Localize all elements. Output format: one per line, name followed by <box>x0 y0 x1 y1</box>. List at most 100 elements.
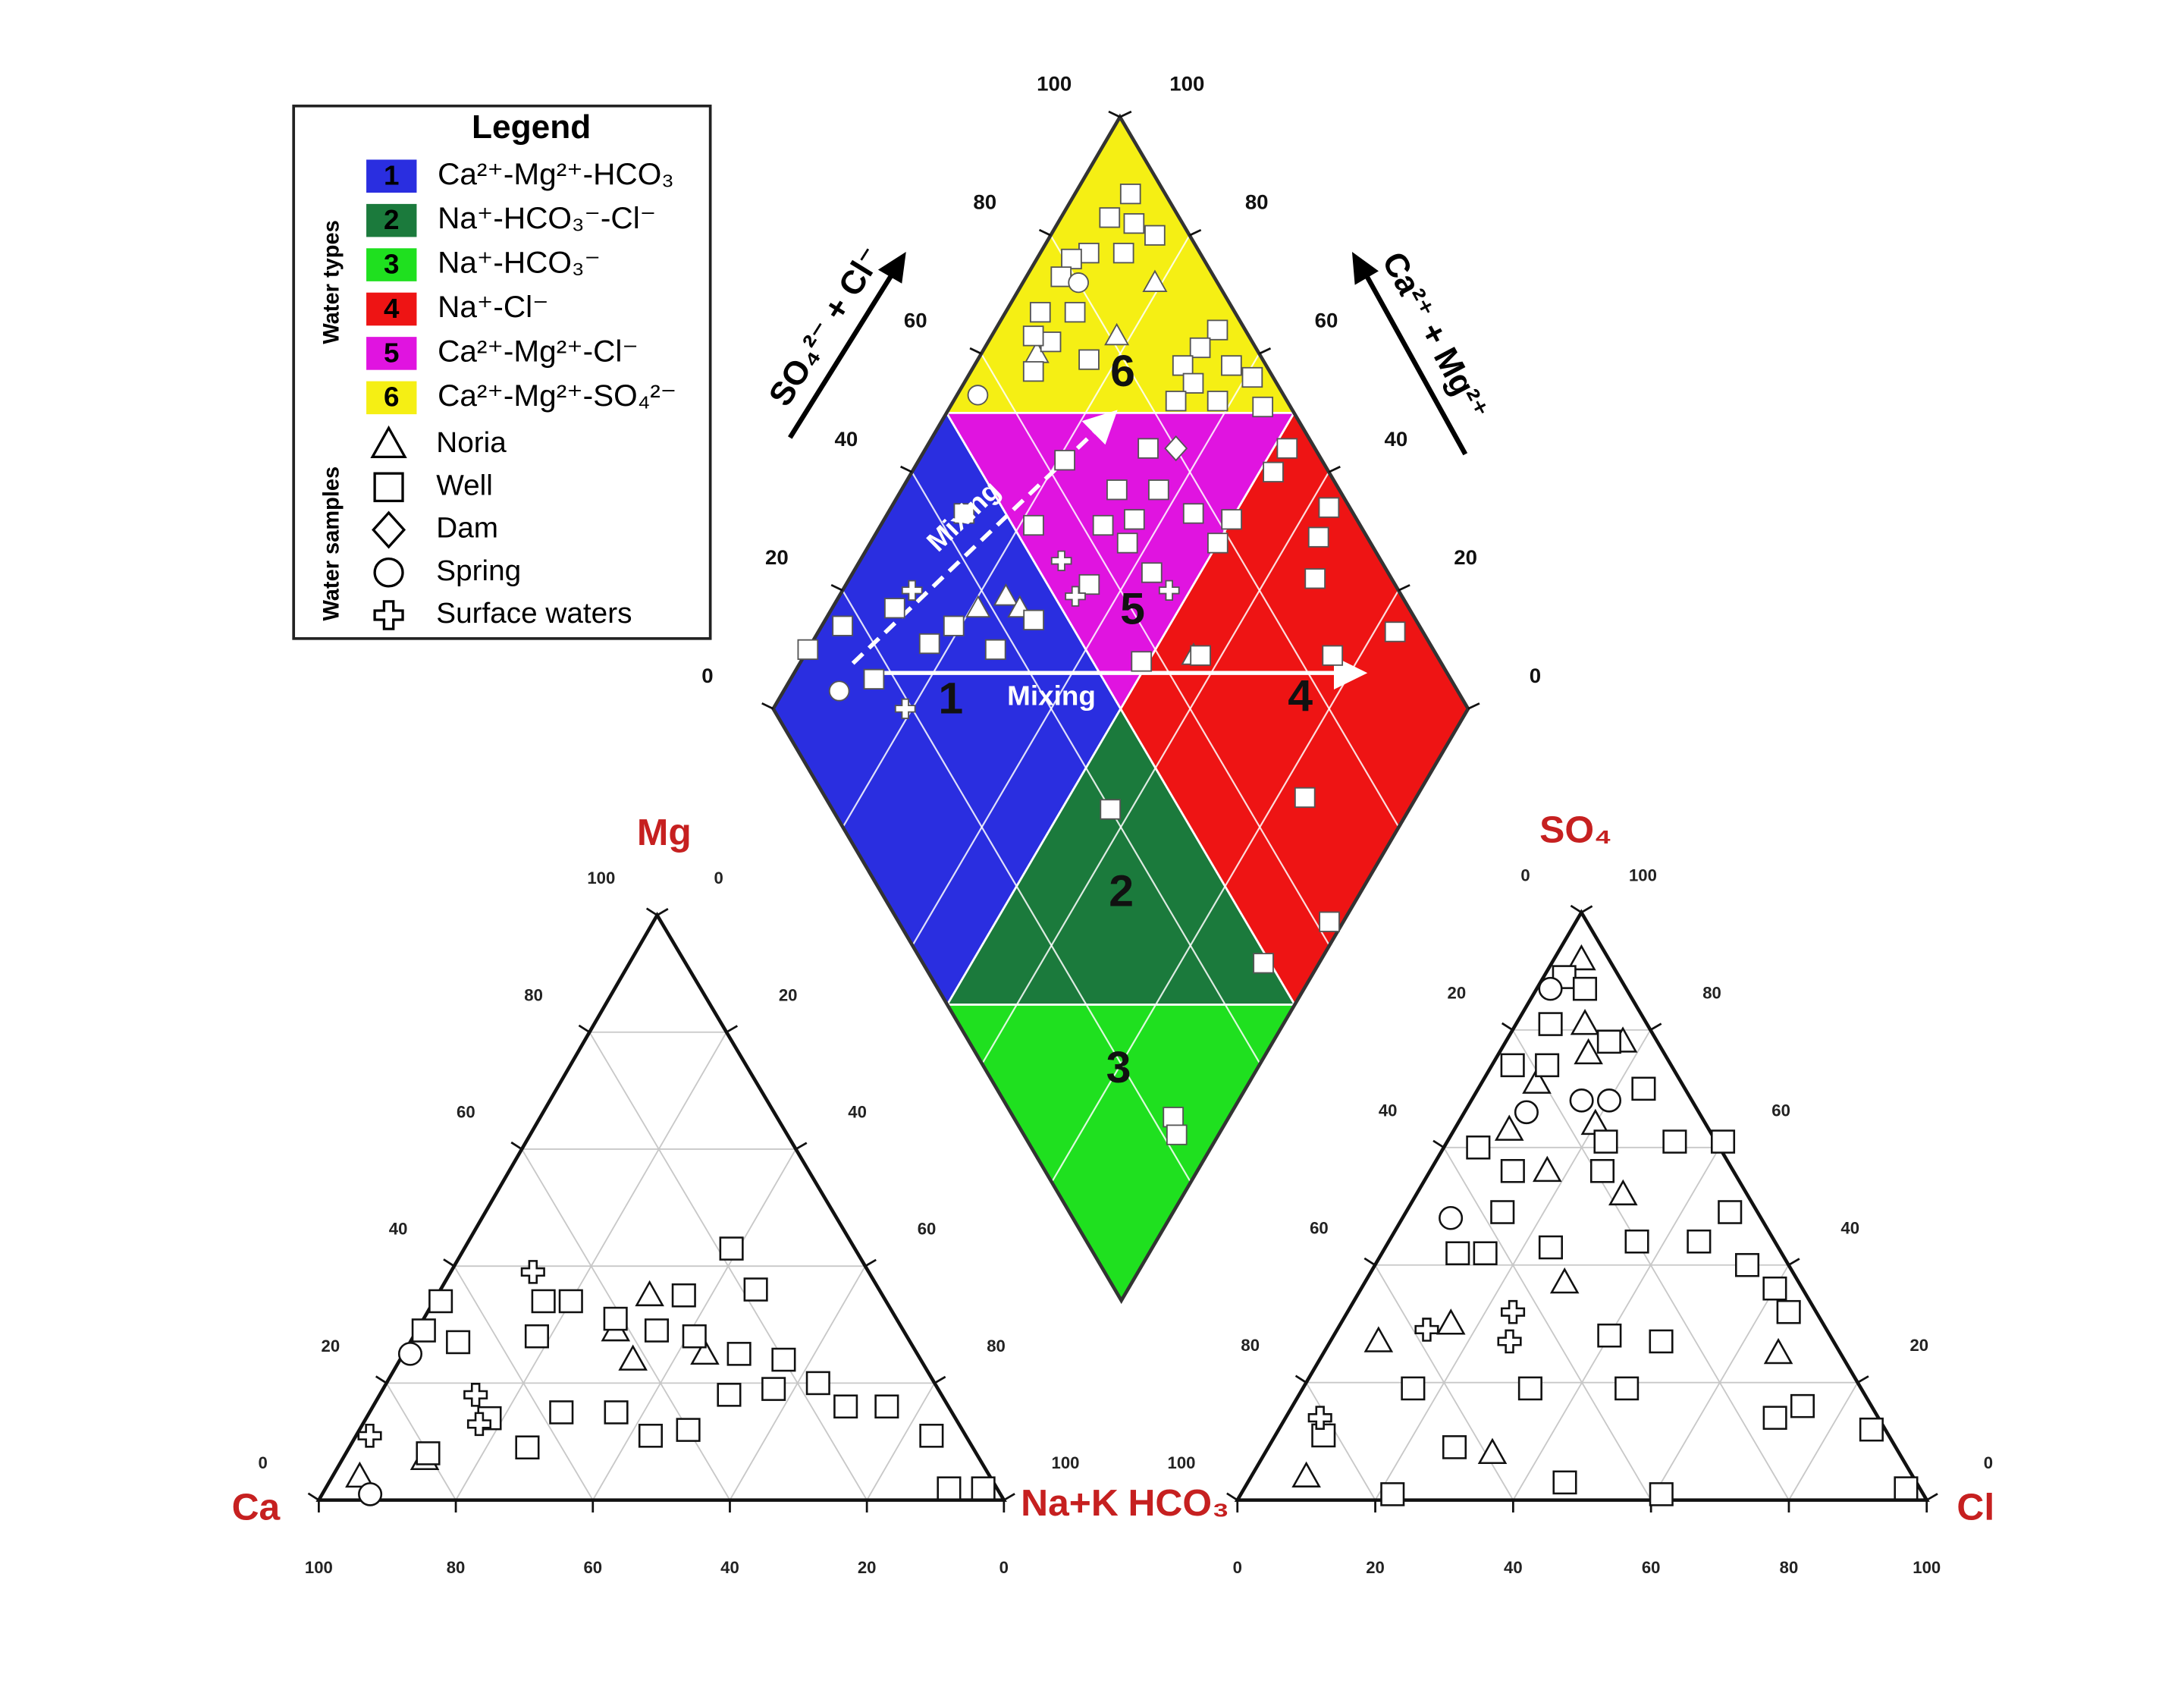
tick-label: 20 <box>1366 1558 1385 1577</box>
legend-number: 2 <box>384 204 400 235</box>
anion-point <box>1514 1100 1539 1125</box>
diamond-point <box>965 595 991 618</box>
diamond-point <box>1164 435 1188 462</box>
tick-label: 100 <box>1037 72 1072 96</box>
diamond-point <box>1040 331 1062 353</box>
diamond-point <box>1142 269 1168 293</box>
tick-label: 80 <box>1245 190 1269 214</box>
cation-point <box>937 1476 962 1500</box>
diamond-point <box>953 503 975 524</box>
tick-label: 40 <box>848 1103 867 1122</box>
tick-label: 20 <box>322 1337 340 1355</box>
tick-label: 60 <box>583 1558 602 1577</box>
tick-mark <box>900 465 913 473</box>
anion-point <box>1291 1461 1321 1487</box>
legend-title: Legend <box>472 108 591 146</box>
cation-point <box>411 1318 436 1343</box>
legend-number: 6 <box>384 382 400 413</box>
anion-point <box>1649 1482 1674 1506</box>
tick-label: 80 <box>1780 1558 1799 1577</box>
anion-point <box>1532 1155 1562 1183</box>
tick-label: 40 <box>1504 1558 1523 1577</box>
anion-point <box>1662 1129 1687 1154</box>
legend-label: Well <box>436 470 493 502</box>
tick-mark <box>1398 584 1410 592</box>
tick-mark <box>1189 228 1202 237</box>
tick-label: 100 <box>1052 1453 1080 1472</box>
tick-label: 100 <box>1169 72 1204 96</box>
grid-line <box>842 589 1192 1183</box>
cation-point <box>618 1344 648 1371</box>
anion-point <box>1596 1029 1621 1054</box>
legend-label: Ca²⁺-Mg²⁺-SO₄²⁻ <box>438 379 676 413</box>
anion-point <box>1442 1435 1467 1459</box>
diamond-point <box>1384 621 1406 642</box>
diamond-point <box>1123 213 1145 234</box>
diamond-point <box>1078 573 1100 595</box>
grid-line <box>981 471 1330 1065</box>
cation-point <box>358 1482 383 1506</box>
tick-mark <box>510 1141 522 1151</box>
legend-swatch <box>366 203 417 237</box>
legend-swatch <box>366 159 417 193</box>
axis-label: HCO₃ <box>1128 1482 1230 1524</box>
grid-line <box>911 471 1261 1065</box>
anion-point <box>1687 1229 1712 1254</box>
tick-mark <box>795 1142 808 1151</box>
tick-label: 40 <box>389 1220 408 1239</box>
legend-swatch <box>366 292 417 326</box>
cation-triangle-frame <box>315 911 1007 1502</box>
tick-label: 100 <box>587 869 615 887</box>
anion-point <box>1307 1406 1332 1430</box>
tick-label: 0 <box>1233 1558 1242 1577</box>
grid-line <box>1050 234 1400 828</box>
cation-point <box>690 1338 720 1365</box>
tick-label: 80 <box>987 1337 1006 1355</box>
cation-point <box>743 1277 768 1302</box>
region-number: 2 <box>1109 867 1134 916</box>
cation-point <box>874 1394 899 1419</box>
tick-mark <box>1926 1493 1938 1501</box>
tick-mark <box>1856 1375 1869 1384</box>
cation-point <box>558 1289 583 1314</box>
cation-point <box>671 1283 696 1308</box>
diamond-point <box>901 580 923 601</box>
cation-point <box>833 1394 858 1419</box>
grid-line <box>1788 1382 1859 1501</box>
diamond-point <box>1068 272 1089 294</box>
cation-point <box>428 1289 453 1314</box>
tick-mark <box>1119 110 1132 118</box>
annotation: Mixing <box>1007 680 1096 711</box>
diamond-point <box>1165 391 1187 412</box>
diamond-point <box>918 633 940 655</box>
cation-point <box>761 1377 786 1401</box>
tick-label: 20 <box>858 1558 877 1577</box>
grid-line <box>866 1382 936 1501</box>
diamond-point <box>1023 514 1044 536</box>
diamond-point <box>1050 266 1072 287</box>
axis-label: SO₄ <box>1539 809 1612 851</box>
legend-swatch <box>366 337 417 370</box>
anion-point <box>1790 1393 1815 1418</box>
diamond-point <box>1022 361 1044 382</box>
legend-label: Spring <box>436 554 521 587</box>
axis-label: Na+K <box>1021 1482 1119 1524</box>
diamond-point <box>1307 526 1329 548</box>
tick-mark <box>645 907 658 916</box>
diamond-point <box>1189 337 1211 359</box>
tick-mark <box>761 702 774 710</box>
diamond-axis-label: SO₄²⁻ + Cl⁻ <box>761 240 890 413</box>
tick-label: 40 <box>720 1558 739 1577</box>
tick-label: 100 <box>1629 866 1657 885</box>
cation-point <box>416 1441 441 1465</box>
grid-line <box>842 234 1191 828</box>
diamond-point <box>1318 497 1340 518</box>
axis-arrow-head <box>1351 252 1379 285</box>
anion-point <box>1762 1406 1787 1430</box>
tick-mark <box>1649 1022 1662 1032</box>
cation-point <box>515 1435 540 1460</box>
diamond-point <box>1022 325 1044 347</box>
diamond-point <box>797 639 819 660</box>
anion-point <box>1649 1329 1674 1354</box>
tick-label: 0 <box>701 664 713 687</box>
